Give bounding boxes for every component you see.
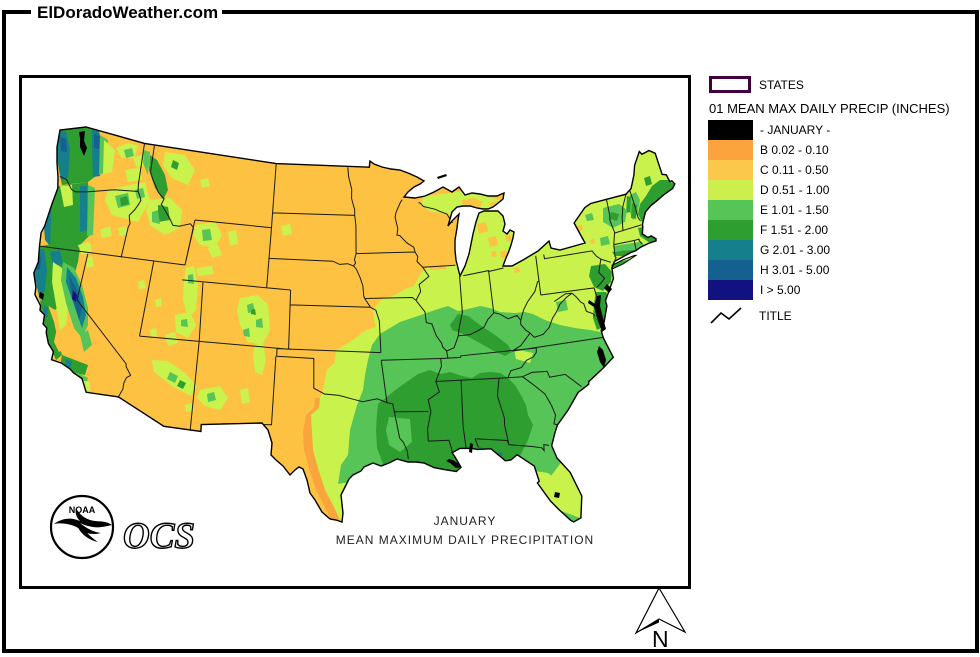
svg-text:NOAA: NOAA — [69, 505, 96, 515]
